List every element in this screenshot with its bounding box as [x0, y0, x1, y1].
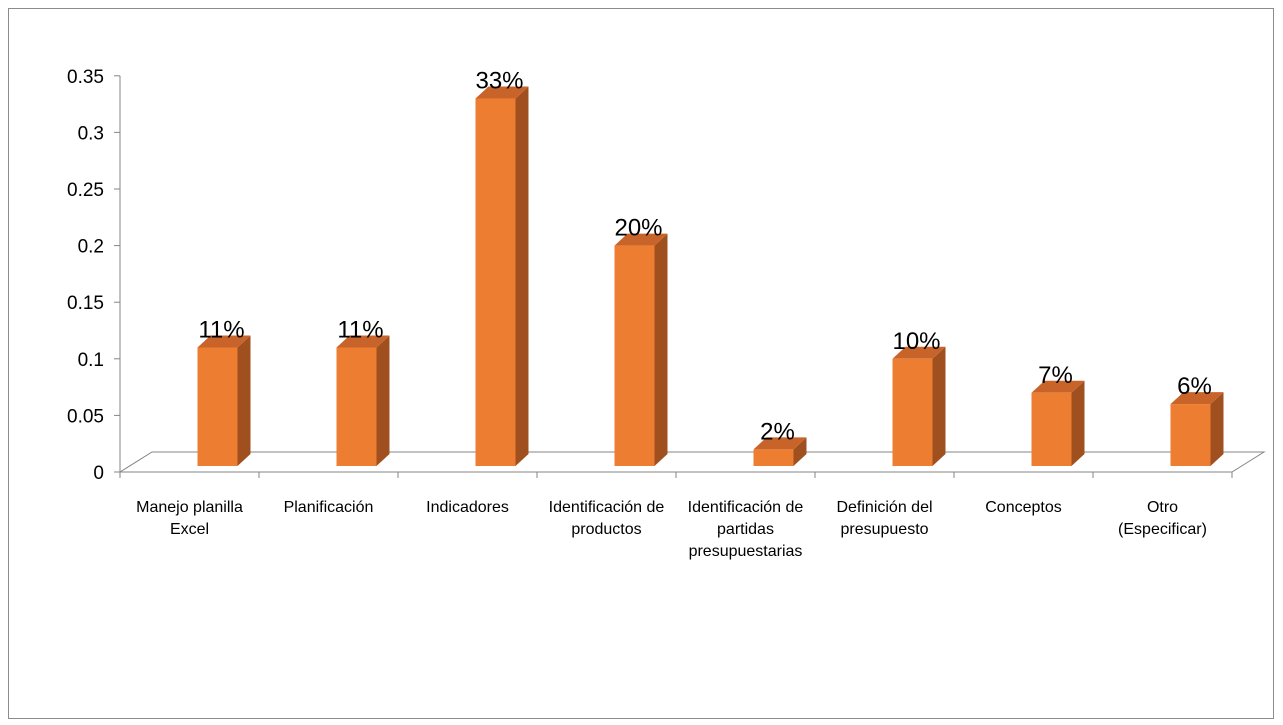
bar-top — [1170, 392, 1224, 405]
bar-side — [237, 335, 251, 466]
bar-side — [515, 86, 529, 466]
floor-plane — [118, 451, 1266, 473]
bar-side — [1071, 380, 1085, 466]
bar-side — [654, 233, 668, 466]
data-label: 2% — [760, 418, 795, 445]
data-label: 7% — [1038, 362, 1073, 389]
x-category-label: Definición del — [836, 499, 932, 516]
data-label: 6% — [1177, 373, 1212, 400]
bar — [1170, 404, 1211, 466]
x-category-label: Planificación — [284, 499, 374, 516]
x-category-label: productos — [571, 521, 641, 538]
data-label: 33% — [475, 67, 523, 94]
x-category-label: Identificación de — [549, 499, 665, 516]
y-tick-label: 0.35 — [67, 67, 104, 88]
bar — [1031, 392, 1072, 466]
bar — [475, 98, 516, 466]
bar-side — [1210, 392, 1224, 466]
bar — [336, 347, 377, 466]
x-category-label: (Especificar) — [1118, 521, 1207, 538]
bar — [197, 347, 238, 466]
y-tick-label: 0.3 — [78, 123, 104, 144]
bar-side — [793, 437, 807, 466]
x-category-label: presupuestarias — [689, 543, 803, 560]
y-tick-label: 0.1 — [78, 350, 104, 371]
bar-top — [753, 437, 807, 450]
bar-top — [197, 335, 251, 348]
y-tick-label: 0 — [93, 463, 104, 484]
bar-top — [892, 346, 946, 359]
bar-top — [1031, 380, 1085, 393]
bar-side — [932, 346, 946, 466]
bar-side — [376, 335, 390, 466]
bar-top — [336, 335, 390, 348]
bar — [614, 245, 655, 466]
bar-top — [475, 86, 529, 99]
x-category-label: Identificación de — [688, 499, 804, 516]
data-label: 11% — [337, 316, 383, 343]
x-category-label: Otro — [1147, 499, 1178, 516]
x-category-label: Indicadores — [426, 499, 509, 516]
x-category-label: presupuesto — [840, 521, 928, 538]
data-label: 11% — [198, 316, 244, 343]
data-label: 10% — [892, 328, 940, 355]
x-category-label: Conceptos — [985, 499, 1062, 516]
x-category-label: Manejo planilla — [136, 499, 243, 516]
y-tick-label: 0.25 — [67, 180, 104, 201]
bar — [753, 449, 794, 466]
y-tick-label: 0.2 — [78, 237, 104, 258]
x-category-label: Excel — [170, 521, 209, 538]
y-tick-label: 0.15 — [67, 293, 104, 314]
x-category-label: partidas — [717, 521, 774, 538]
y-tick-label: 0.05 — [67, 406, 104, 427]
data-label: 20% — [614, 215, 662, 242]
bar — [892, 358, 933, 466]
bar-top — [614, 233, 668, 246]
